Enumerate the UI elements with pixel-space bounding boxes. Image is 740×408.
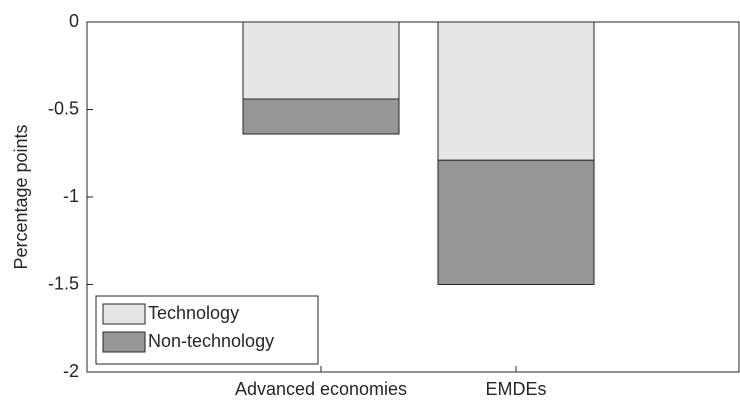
x-tick-label: EMDEs [485,379,546,399]
legend-label: Technology [148,303,239,323]
legend-swatch [102,331,146,353]
y-tick-label: -1.5 [48,273,79,293]
bar-segment [242,21,400,100]
x-tick-label: Advanced economies [235,379,407,399]
bar-segment [437,159,595,285]
y-tick-label: -0.5 [48,98,79,118]
y-axis-label: Percentage points [11,124,31,269]
legend-label: Non-technology [148,331,274,351]
y-tick-label: -1 [63,186,79,206]
bar-segment [437,21,595,161]
legend-swatch [102,303,146,325]
y-tick-label: 0 [69,11,79,31]
y-tick-label: -2 [63,361,79,381]
bar-segment [242,98,400,135]
plot-frame [86,21,740,373]
